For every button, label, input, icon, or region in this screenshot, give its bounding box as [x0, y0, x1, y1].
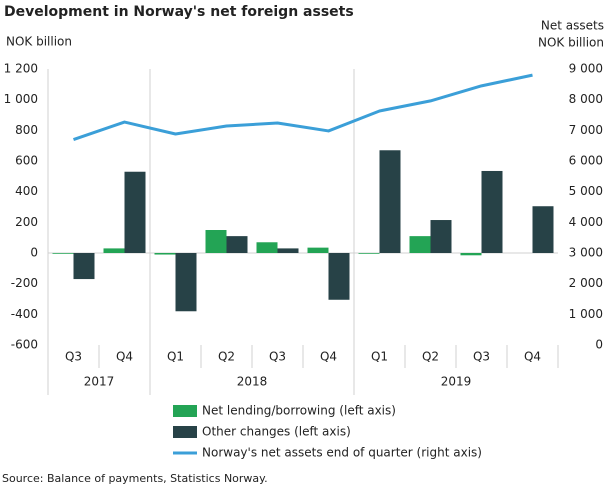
- y-tick-label: 800: [15, 123, 38, 137]
- y-tick-label: 200: [15, 215, 38, 229]
- y2-tick-label: 2 000: [569, 276, 603, 290]
- group-label: 2018: [237, 375, 268, 389]
- y-tick-label: 1 000: [4, 92, 38, 106]
- bar: [175, 253, 197, 312]
- y-tick-label: 0: [30, 246, 38, 260]
- bar: [277, 248, 299, 253]
- x-tick-label: Q4: [524, 350, 541, 364]
- y-tick-label: 600: [15, 154, 38, 168]
- bar: [154, 253, 176, 255]
- bar: [379, 150, 401, 253]
- y2-axis-label: Net assets: [541, 19, 604, 33]
- group-label: 2017: [84, 375, 115, 389]
- y2-tick-label: 3 000: [569, 246, 603, 260]
- x-tick-label: Q3: [473, 350, 490, 364]
- y2-tick-label: 0: [595, 338, 603, 352]
- y2-tick-label: 8 000: [569, 92, 603, 106]
- x-tick-label: Q4: [116, 350, 133, 364]
- line: [73, 73, 533, 141]
- legend-swatch: [173, 426, 197, 438]
- bar: [124, 171, 146, 253]
- x-tick-label: Q1: [167, 350, 184, 364]
- chart-title: Development in Norway's net foreign asse…: [4, 4, 354, 20]
- y2-tick-label: 6 000: [569, 154, 603, 168]
- y2-tick-label: 5 000: [569, 184, 603, 198]
- x-tick-label: Q3: [65, 350, 82, 364]
- x-tick-label: Q3: [269, 350, 286, 364]
- bar: [328, 253, 350, 300]
- y2-tick-label: 7 000: [569, 123, 603, 137]
- y2-tick-label: 1 000: [569, 307, 603, 321]
- bar: [358, 253, 380, 254]
- y-tick-label: -400: [11, 307, 38, 321]
- source: Source: Balance of payments, Statistics …: [2, 472, 268, 485]
- bar: [409, 236, 431, 253]
- bar: [226, 236, 248, 253]
- y-tick-label: -200: [11, 276, 38, 290]
- bar: [307, 247, 329, 253]
- x-tick-label: Q4: [320, 350, 337, 364]
- y-tick-label: -600: [11, 338, 38, 352]
- x-tick-label: Q1: [371, 350, 388, 364]
- bar: [460, 253, 482, 256]
- legend-swatch: [173, 405, 197, 417]
- bar: [532, 206, 554, 253]
- group-label: 2019: [441, 375, 472, 389]
- bar: [103, 248, 125, 253]
- bar: [481, 170, 503, 253]
- y-tick-label: 1 200: [4, 62, 38, 76]
- y2-tick-label: 4 000: [569, 215, 603, 229]
- y-tick-label: 400: [15, 184, 38, 198]
- x-tick-label: Q2: [422, 350, 439, 364]
- x-tick-label: Q2: [218, 350, 235, 364]
- legend-label: Other changes (left axis): [202, 425, 351, 439]
- bar: [52, 253, 74, 254]
- bar: [205, 230, 227, 253]
- y-axis-label: NOK billion: [6, 35, 72, 49]
- bar: [256, 242, 278, 253]
- bar: [430, 220, 452, 253]
- legend-label: Net lending/borrowing (left axis): [202, 404, 396, 418]
- bar: [73, 253, 95, 280]
- y2-tick-label: 9 000: [569, 62, 603, 76]
- legend-label: Norway's net assets end of quarter (righ…: [202, 446, 482, 460]
- y2-axis-label: NOK billion: [538, 36, 604, 50]
